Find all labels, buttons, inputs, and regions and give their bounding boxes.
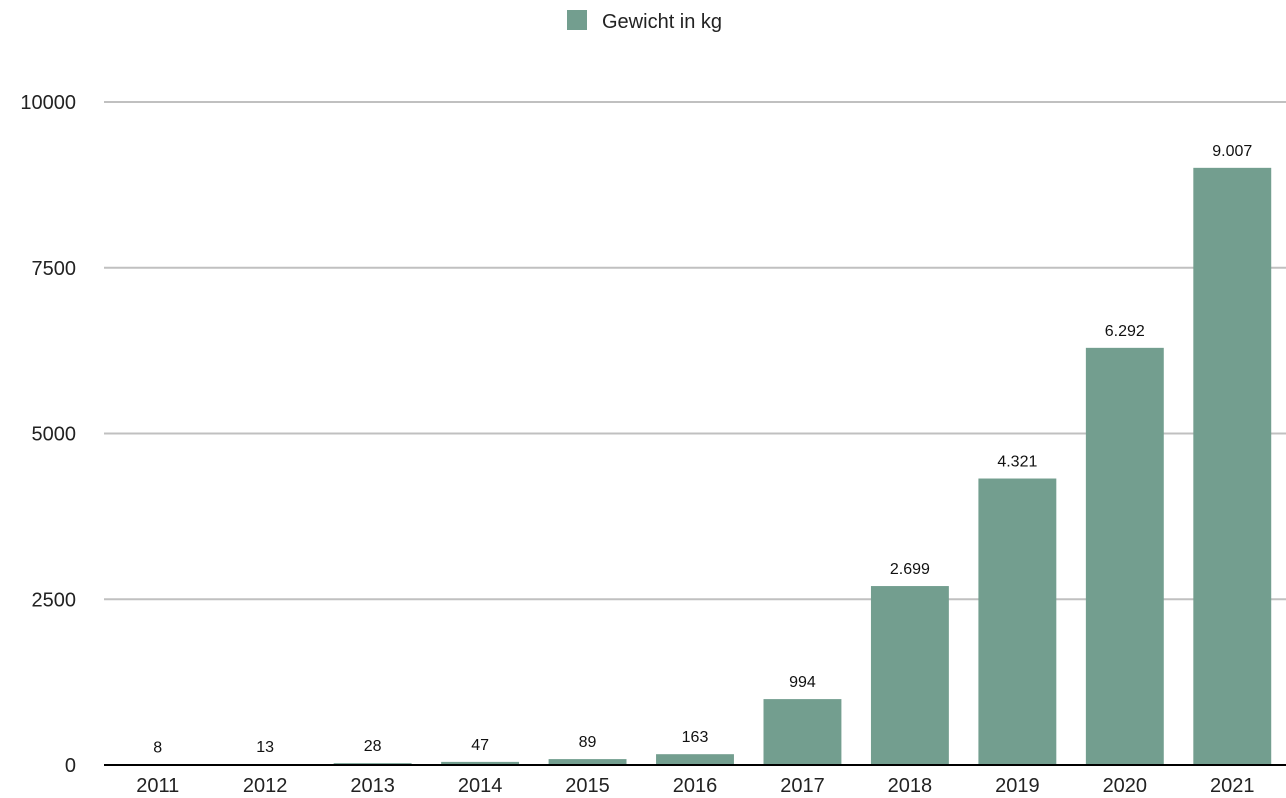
bar xyxy=(1085,347,1164,765)
x-tick-label: 2017 xyxy=(780,775,825,797)
bar xyxy=(548,759,627,765)
bar xyxy=(1193,167,1272,765)
data-label: 28 xyxy=(364,738,382,755)
x-tick-label: 2013 xyxy=(350,775,395,797)
bar xyxy=(978,478,1057,765)
x-tick-label: 2011 xyxy=(136,775,179,797)
bar xyxy=(656,754,734,765)
data-label: 6.292 xyxy=(1105,323,1145,340)
legend-swatch xyxy=(567,10,587,30)
data-label: 163 xyxy=(682,729,709,746)
bar xyxy=(441,761,520,765)
x-tick-label: 2014 xyxy=(458,775,503,797)
y-tick-label: 0 xyxy=(65,755,76,777)
data-label: 8 xyxy=(153,739,162,756)
x-axis-ticks: 2011 2012 2013 2014 2015 2016 2017 2018 2019 2020… xyxy=(136,775,1254,797)
y-tick-label: 2500 xyxy=(32,589,77,611)
bars xyxy=(118,167,1272,765)
data-label: 9.007 xyxy=(1212,143,1252,160)
x-tick-label: 2020 xyxy=(1103,775,1148,797)
y-tick-label: 10000 xyxy=(20,92,76,114)
y-axis-ticks: 0 2500 5000 7500 10000 xyxy=(20,92,76,777)
x-tick-label: 2019 xyxy=(995,775,1040,797)
data-label: 2.699 xyxy=(890,561,930,578)
y-tick-label: 7500 xyxy=(32,258,77,280)
bar xyxy=(763,699,842,765)
legend: Gewicht in kg xyxy=(567,10,722,33)
data-labels: 8 13 28 47 89 163 994 2.699 4.321 6.292 9.007 xyxy=(153,143,1252,757)
data-label: 994 xyxy=(789,674,816,691)
data-label: 13 xyxy=(256,739,274,756)
x-tick-label: 2018 xyxy=(888,775,933,797)
x-tick-label: 2015 xyxy=(565,775,610,797)
y-tick-label: 5000 xyxy=(32,424,77,446)
x-tick-label: 2012 xyxy=(243,775,288,797)
data-label: 4.321 xyxy=(997,454,1037,471)
x-tick-label: 2021 xyxy=(1210,775,1255,797)
data-label: 47 xyxy=(471,737,489,754)
x-tick-label: 2016 xyxy=(673,775,718,797)
bar xyxy=(870,586,949,765)
legend-label: Gewicht in kg xyxy=(602,11,722,33)
data-label: 89 xyxy=(579,734,597,751)
